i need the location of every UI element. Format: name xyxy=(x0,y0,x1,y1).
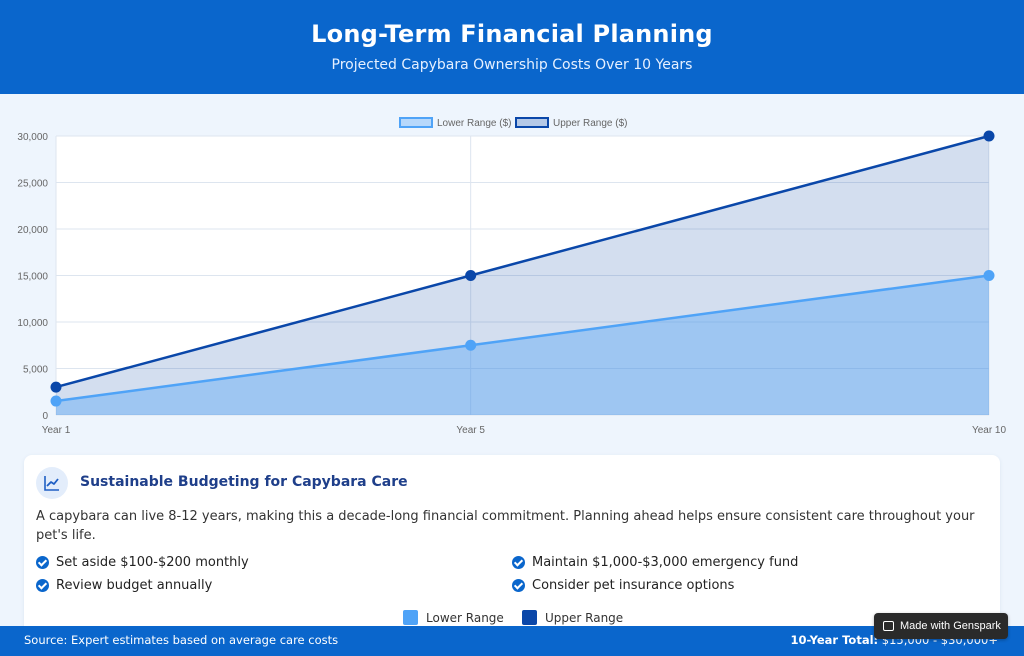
card-description: A capybara can live 8-12 years, making t… xyxy=(36,509,975,543)
data-point xyxy=(465,270,477,281)
tip-text: Review budget annually xyxy=(56,578,213,593)
total-label: 10-Year Total: xyxy=(790,633,879,647)
x-tick-label: Year 10 xyxy=(972,425,1007,436)
chart-line-icon xyxy=(36,467,68,499)
y-tick-label: 25,000 xyxy=(17,179,48,190)
legend-bottom-upper: Upper Range xyxy=(522,610,623,625)
tip-item: Consider pet insurance options xyxy=(512,578,734,593)
y-tick-label: 10,000 xyxy=(17,318,48,329)
y-tick-label: 30,000 xyxy=(17,132,48,143)
data-point xyxy=(50,395,62,407)
check-circle-icon xyxy=(512,579,525,592)
legend-label-lower: Lower Range xyxy=(426,610,504,625)
check-circle-icon xyxy=(36,579,49,592)
tip-item: Maintain $1,000-$3,000 emergency fund xyxy=(512,555,798,570)
tip-text: Consider pet insurance options xyxy=(532,578,735,593)
budget-card: Sustainable Budgeting for Capybara Care … xyxy=(24,455,1000,645)
series-area-1 xyxy=(56,136,989,415)
legend-swatch xyxy=(399,117,433,128)
data-point xyxy=(983,130,995,142)
page-footer: Source: Expert estimates based on averag… xyxy=(0,626,1024,656)
genspark-icon xyxy=(883,621,894,631)
page-header: Long-Term Financial Planning Projected C… xyxy=(0,0,1024,94)
y-tick-label: 5,000 xyxy=(23,365,48,376)
page-title: Long-Term Financial Planning xyxy=(311,20,713,48)
check-circle-icon xyxy=(36,556,49,569)
tip-text: Maintain $1,000-$3,000 emergency fund xyxy=(532,555,799,570)
y-tick-label: 20,000 xyxy=(17,225,48,236)
y-tick-label: 15,000 xyxy=(17,272,48,283)
check-circle-icon xyxy=(512,556,525,569)
data-point xyxy=(983,270,995,281)
badge-label: Made with Genspark xyxy=(900,620,1001,632)
card-title: Sustainable Budgeting for Capybara Care xyxy=(80,474,408,490)
legend-label-upper: Upper Range xyxy=(545,610,624,625)
page-subtitle: Projected Capybara Ownership Costs Over … xyxy=(331,57,693,73)
tip-text: Set aside $100-$200 monthly xyxy=(56,555,249,570)
legend-swatch-lower xyxy=(403,610,418,625)
x-tick-label: Year 1 xyxy=(42,425,71,436)
legend-swatch xyxy=(515,117,549,128)
tip-item: Set aside $100-$200 monthly xyxy=(36,555,249,570)
data-point xyxy=(50,381,62,393)
legend-bottom-lower: Lower Range xyxy=(403,610,504,625)
area-chart: 0 5,000 10,000 15,000 20,000 25,000 30,000 Year… xyxy=(17,117,1007,436)
legend-label: Upper Range ($) xyxy=(553,118,627,129)
tip-item: Review budget annually xyxy=(36,578,212,593)
chart-area: 0 5,000 10,000 15,000 20,000 25,000 30,000 Year… xyxy=(0,94,1024,444)
legend-swatch-upper xyxy=(522,610,537,625)
x-tick-label: Year 5 xyxy=(456,425,485,436)
series-area-0 xyxy=(56,275,989,415)
made-with-badge[interactable]: Made with Genspark xyxy=(874,613,1008,639)
y-tick-label: 0 xyxy=(42,411,48,422)
legend-label: Lower Range ($) xyxy=(437,118,511,129)
data-point xyxy=(465,339,477,351)
source-note: Source: Expert estimates based on averag… xyxy=(24,633,339,647)
